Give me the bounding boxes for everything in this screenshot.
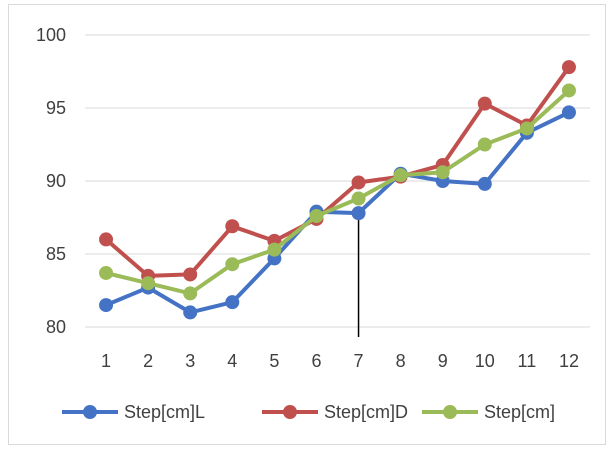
legend-label: Step[cm]L — [124, 402, 205, 422]
y-tick-label: 90 — [46, 171, 66, 191]
data-point — [561, 60, 576, 75]
legend: Step[cm]L Step[cm]D Step[cm] — [62, 402, 555, 422]
data-point — [351, 206, 366, 221]
data-point — [519, 121, 534, 136]
legend-swatch-marker — [443, 405, 457, 419]
data-point — [393, 168, 408, 183]
data-point — [267, 242, 282, 257]
series-layer — [99, 60, 576, 320]
x-tick-label: 9 — [438, 351, 448, 371]
legend-item: Step[cm]D — [262, 402, 408, 422]
data-point — [99, 298, 114, 313]
x-tick-label: 6 — [311, 351, 321, 371]
data-point — [183, 286, 198, 301]
x-tick-label: 10 — [475, 351, 495, 371]
x-tick-label: 4 — [227, 351, 237, 371]
series-2 — [99, 60, 576, 283]
x-tick-label: 3 — [185, 351, 195, 371]
data-point — [309, 209, 324, 224]
x-tick-label: 11 — [518, 351, 537, 371]
data-point — [477, 176, 492, 191]
legend-swatch-marker — [83, 405, 97, 419]
data-point — [561, 105, 576, 120]
legend-swatch-marker — [283, 405, 297, 419]
series-line — [104, 110, 571, 315]
data-point — [435, 165, 450, 180]
x-tick-label: 12 — [559, 351, 579, 371]
x-tick-label: 2 — [143, 351, 153, 371]
data-point — [225, 295, 240, 310]
x-tick-label: 1 — [101, 351, 111, 371]
x-axis-tick-labels: 1 2 3 4 5 6 7 8 9 10 11 12 — [101, 351, 579, 371]
gridlines — [85, 34, 590, 328]
data-point — [141, 276, 156, 291]
data-point — [351, 191, 366, 206]
series-line — [104, 65, 571, 278]
data-point — [351, 175, 366, 190]
y-tick-label: 100 — [36, 25, 66, 45]
data-point — [183, 305, 198, 320]
y-axis-tick-labels: 80 85 90 95 100 — [36, 25, 66, 337]
data-point — [225, 257, 240, 272]
legend-label: Step[cm] — [484, 402, 555, 422]
series-line — [104, 88, 571, 296]
legend-item: Step[cm]L — [62, 402, 205, 422]
data-point — [561, 83, 576, 98]
y-tick-label: 85 — [46, 244, 66, 264]
legend-label: Step[cm]D — [324, 402, 408, 422]
y-tick-label: 95 — [46, 98, 66, 118]
x-tick-label: 5 — [269, 351, 279, 371]
data-point — [225, 219, 240, 234]
y-tick-label: 80 — [46, 317, 66, 337]
x-tick-label: 8 — [396, 351, 406, 371]
data-point — [477, 137, 492, 152]
x-tick-label: 7 — [354, 351, 364, 371]
series-3 — [99, 83, 576, 301]
data-point — [183, 267, 198, 282]
data-point — [477, 96, 492, 111]
data-point — [99, 232, 114, 247]
data-point — [99, 265, 114, 280]
legend-item: Step[cm] — [422, 402, 555, 422]
